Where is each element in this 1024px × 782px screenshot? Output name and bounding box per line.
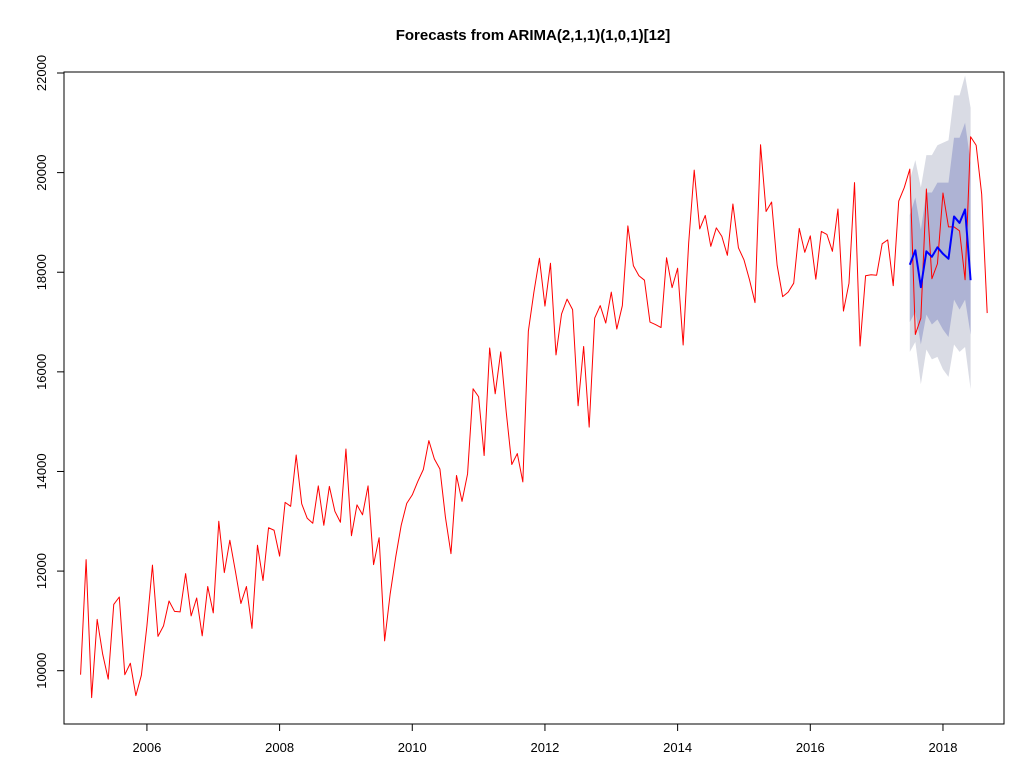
y-tick-label: 20000 [34,155,49,191]
series-lines [80,136,988,699]
x-tick-label: 2016 [796,740,825,755]
x-tick-label: 2012 [530,740,559,755]
plot-frame [63,71,1005,725]
forecast-series-line [908,208,972,289]
x-tick-label: 2008 [265,740,294,755]
x-tick-label: 2014 [663,740,692,755]
y-tick-label: 18000 [34,254,49,290]
y-tick-label: 16000 [34,354,49,390]
x-tick-label: 2018 [929,740,958,755]
actual-series-line [80,136,988,699]
x-tick-label: 2010 [398,740,427,755]
y-tick-label: 22000 [34,55,49,91]
axes: 2006 2008 2010 2012 2014 2016 2018 10000 12000 14… [34,55,957,755]
y-tick-label: 14000 [34,453,49,489]
x-tick-label: 2006 [132,740,161,755]
chart-title: Forecasts from ARIMA(2,1,1)(1,0,1)[12] [396,27,671,44]
y-tick-label: 10000 [34,653,49,689]
y-tick-label: 12000 [34,553,49,589]
